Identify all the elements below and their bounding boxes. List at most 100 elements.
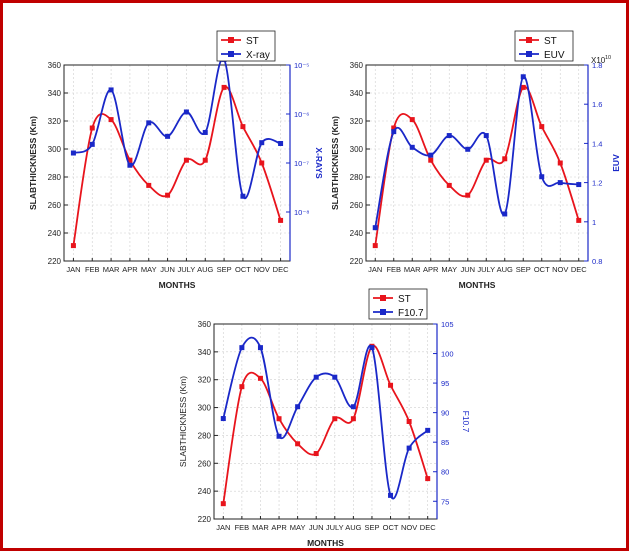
data-point [446,182,452,188]
chart-3: 220 240 260 280 300 320 340 360 75 80 85 90 95 100 105… [178,288,471,548]
x-tick-label: NOV [254,265,270,274]
data-point [165,133,171,139]
data-point [391,129,397,135]
y-tick-label: 300 [48,145,62,154]
x-tick-label: JUN [309,523,324,532]
x-tick-label: JUN [160,265,175,274]
legend-label: ST [398,294,411,305]
data-point [391,125,397,131]
y-tick-label: 280 [198,431,212,440]
y-tick-label: 260 [350,201,364,210]
data-point [239,345,245,351]
y-axis-title: SLABTHICKNESS (Km) [178,376,188,467]
y-tick-label: 360 [48,61,62,70]
legend: ST EUV [514,30,574,62]
x-tick-label: JULY [477,265,495,274]
data-point [372,243,378,249]
legend-swatch-marker [380,295,386,301]
data-point [240,124,246,130]
data-point [446,133,452,139]
data-point [350,416,356,422]
x-tick-label: JAN [66,265,80,274]
legend-label: ST [246,36,259,47]
y-tick-label: 240 [48,229,62,238]
x-tick-label: MAR [404,265,421,274]
y-tick-label: 300 [350,145,364,154]
data-point [108,87,114,93]
y-tick-label: 320 [198,376,212,385]
x-tick-label: NOV [401,523,417,532]
data-point [259,160,265,166]
plot-frame [365,64,589,262]
y-tick-label: 360 [350,61,364,70]
y2-multiplier: X10 [591,56,606,65]
x-tick-label: OCT [534,265,550,274]
y-tick-label: 340 [198,348,212,357]
legend-box [368,288,428,320]
x-tick-label: MAR [252,523,269,532]
y2-tick-label: 90 [441,409,449,418]
x-tick-label: MAY [441,265,457,274]
data-point [70,243,76,249]
legend-label: ST [544,36,557,47]
y2-axis-title: EUV [611,154,621,172]
data-point [146,182,152,188]
y2-tick-label: 85 [441,438,449,447]
x-tick-label: MAY [141,265,157,274]
y-tick-label: 240 [198,487,212,496]
data-point [372,225,378,231]
y2-tick-label: 10⁻⁷ [294,159,309,168]
y2-tick-label: 0.8 [592,257,602,266]
data-point [202,129,208,135]
x-tick-label: NOV [552,265,568,274]
y-axis-title: SLABTHICKNESS (Km) [28,116,38,210]
chart-1: 220 240 260 280 300 320 340 360 10⁻⁸ 10⁻⁷ 10⁻⁶ 10⁻⁵… [28,30,324,290]
y-tick-label: 320 [350,117,364,126]
data-point [539,124,545,130]
y2-tick-label: 105 [441,320,454,329]
series-line-euv [374,75,579,228]
y2-tick-label: 10⁻⁵ [294,61,309,70]
data-point [483,157,489,163]
legend-swatch-marker [380,309,386,315]
data-point [276,433,282,439]
legend-label: X-ray [246,50,270,61]
data-point [539,174,545,180]
data-point [202,157,208,163]
data-point [259,140,265,146]
chart-2: 220 240 260 280 300 320 340 360 0.8 1 1.2 1.4 1.6 1.8… [330,30,621,290]
x-tick-label: SEP [516,265,531,274]
data-point [406,419,412,424]
legend-box [216,30,276,62]
series-line-f10-7 [222,336,429,500]
y2-tick-label: 10⁻⁸ [294,208,309,217]
data-point [465,146,471,152]
x-tick-label: AUG [497,265,513,274]
y2-tick-label: 10⁻⁶ [294,110,309,119]
x-tick-label: APR [122,265,138,274]
data-point [295,404,301,410]
data-point [409,144,415,150]
data-point [428,157,434,163]
data-point [425,427,431,433]
y2-axis-title: X-RAYS [314,147,324,179]
data-point [313,451,319,457]
data-point [406,445,412,451]
y-tick-label: 300 [198,404,212,413]
y2-tick-label: 100 [441,350,454,359]
series-line-st [72,86,282,246]
x-tick-label: DEC [571,265,587,274]
x-tick-label: SEP [217,265,232,274]
data-point [313,374,319,380]
y2-axis-title: F10.7 [461,411,471,433]
legend-label: EUV [544,50,565,61]
x-tick-label: JAN [216,523,230,532]
data-point [369,345,375,351]
data-point [502,156,508,162]
data-point [239,384,245,390]
x-tick-label: MAY [290,523,306,532]
data-point [240,193,246,199]
x-tick-label: JAN [368,265,382,274]
x-tick-label: FEB [85,265,100,274]
